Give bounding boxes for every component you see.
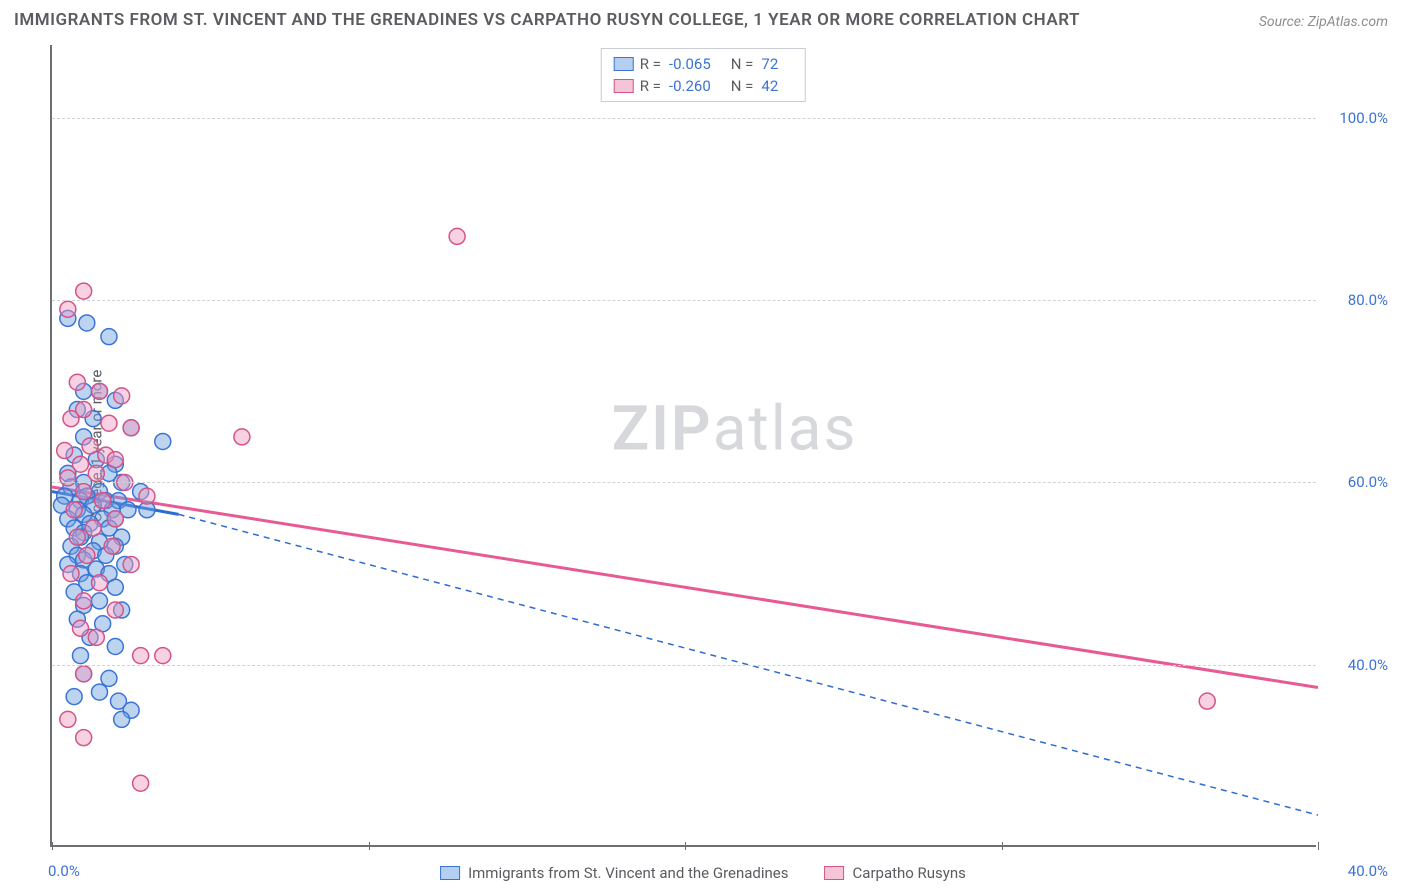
data-point	[79, 547, 95, 563]
plot-area: ZIPatlas	[50, 45, 1316, 847]
data-point	[69, 374, 85, 390]
data-point	[57, 443, 73, 459]
legend-item: Immigrants from St. Vincent and the Gren…	[440, 864, 788, 882]
data-point	[91, 575, 107, 591]
legend-swatch	[614, 79, 634, 93]
data-point	[76, 593, 92, 609]
chart-source: Source: ZipAtlas.com	[1259, 14, 1388, 30]
data-point	[101, 670, 117, 686]
stat-label-r: R =	[640, 55, 661, 73]
data-point	[114, 711, 130, 727]
data-point	[95, 493, 111, 509]
data-point	[72, 456, 88, 472]
data-point	[63, 411, 79, 427]
data-point	[76, 730, 92, 746]
data-point	[85, 520, 101, 536]
chart-title: IMMIGRANTS FROM ST. VINCENT AND THE GREN…	[14, 10, 1080, 30]
data-point	[107, 511, 123, 527]
stat-label-n: N =	[731, 55, 754, 73]
data-point	[82, 438, 98, 454]
data-point	[72, 648, 88, 664]
data-point	[72, 620, 88, 636]
data-point	[101, 329, 117, 345]
data-point	[76, 666, 92, 682]
x-axis-origin-label: 0.0%	[48, 862, 80, 880]
stat-label-n: N =	[731, 77, 754, 95]
legend-row: R = -0.065 N = 72	[614, 53, 793, 75]
y-tick-label: 40.0%	[1348, 656, 1388, 674]
data-point	[79, 315, 95, 331]
x-axis-end-label: 40.0%	[1348, 862, 1388, 880]
stat-label-r: R =	[640, 77, 661, 95]
series-legend: Immigrants from St. Vincent and the Gren…	[440, 864, 966, 882]
legend-item: Carpatho Rusyns	[825, 864, 966, 882]
gridline-h	[52, 665, 1316, 666]
data-point	[123, 420, 139, 436]
gridline-h	[52, 118, 1316, 119]
y-tick-label: 100.0%	[1339, 109, 1388, 127]
y-tick-label: 80.0%	[1348, 291, 1388, 309]
data-point	[107, 452, 123, 468]
data-point	[139, 488, 155, 504]
x-tick	[685, 842, 686, 850]
data-point	[66, 502, 82, 518]
data-point	[107, 579, 123, 595]
data-point	[133, 775, 149, 791]
data-point	[449, 228, 465, 244]
data-point	[66, 689, 82, 705]
legend-label: Immigrants from St. Vincent and the Gren…	[468, 864, 788, 882]
stat-value-r: -0.260	[669, 77, 711, 95]
legend-row: R = -0.260 N = 42	[614, 75, 793, 97]
gridline-h	[52, 300, 1316, 301]
data-point	[88, 629, 104, 645]
data-point	[91, 383, 107, 399]
data-point	[107, 639, 123, 655]
correlation-legend: R = -0.065 N = 72 R = -0.260 N = 42	[601, 48, 806, 102]
data-point	[60, 711, 76, 727]
legend-swatch	[440, 866, 460, 880]
x-tick	[1002, 842, 1003, 850]
data-point	[234, 429, 250, 445]
data-point	[91, 684, 107, 700]
x-tick	[1318, 842, 1319, 850]
gridline-h	[52, 482, 1316, 483]
data-point	[91, 593, 107, 609]
data-point	[107, 602, 123, 618]
data-point	[1199, 693, 1215, 709]
stat-value-n: 42	[761, 77, 778, 95]
data-point	[155, 648, 171, 664]
stat-value-r: -0.065	[669, 55, 711, 73]
data-point	[76, 484, 92, 500]
legend-swatch	[825, 866, 845, 880]
data-point	[114, 388, 130, 404]
data-point	[104, 538, 120, 554]
data-point	[60, 301, 76, 317]
trend-line	[52, 487, 1318, 688]
data-point	[133, 648, 149, 664]
x-tick	[369, 842, 370, 850]
chart-svg	[52, 45, 1316, 845]
data-point	[76, 283, 92, 299]
data-point	[60, 470, 76, 486]
legend-label: Carpatho Rusyns	[853, 864, 966, 882]
data-point	[101, 415, 117, 431]
data-point	[69, 529, 85, 545]
data-point	[88, 465, 104, 481]
data-point	[155, 433, 171, 449]
y-tick-label: 60.0%	[1348, 473, 1388, 491]
stat-value-n: 72	[761, 55, 778, 73]
data-point	[123, 556, 139, 572]
data-point	[63, 566, 79, 582]
legend-swatch	[614, 57, 634, 71]
x-tick	[52, 842, 53, 850]
